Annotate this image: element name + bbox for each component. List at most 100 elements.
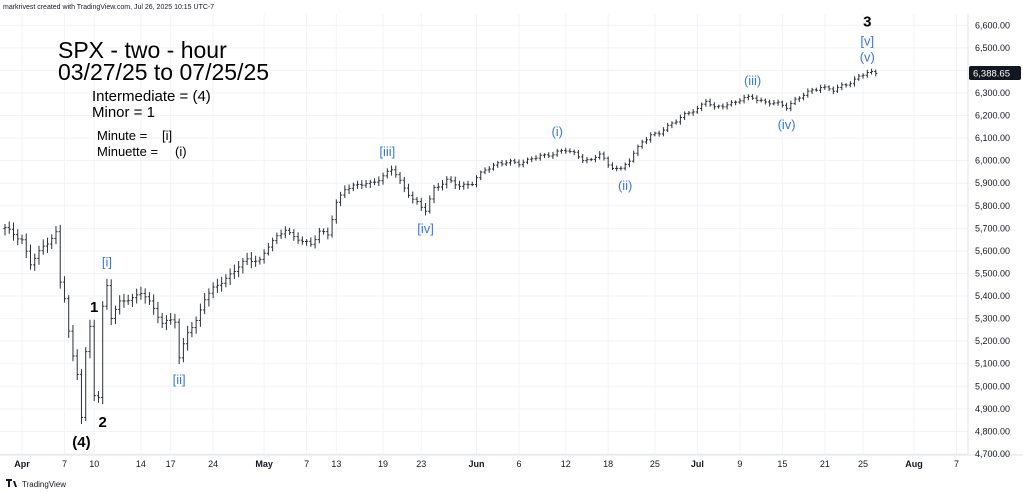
ohlc-bar bbox=[105, 278, 109, 310]
ohlc-bar bbox=[190, 322, 194, 338]
legend-minute-symbol: [i] bbox=[162, 128, 172, 143]
ohlc-bar bbox=[649, 132, 653, 143]
ohlc-bar bbox=[751, 94, 755, 100]
ohlc-bar bbox=[530, 156, 534, 163]
ohlc-bar bbox=[585, 157, 589, 164]
wave-label: [iii] bbox=[379, 144, 395, 159]
ohlc-bar bbox=[92, 319, 96, 402]
wave-label: [ii] bbox=[173, 372, 186, 387]
ohlc-bar bbox=[479, 170, 483, 181]
tradingview-logo-icon bbox=[6, 479, 17, 487]
ohlc-bar bbox=[653, 131, 657, 137]
ohlc-bar bbox=[50, 234, 54, 250]
ohlc-bar bbox=[496, 160, 500, 168]
ohlc-bar bbox=[79, 369, 84, 425]
ohlc-bar bbox=[776, 99, 780, 106]
ohlc-bar bbox=[428, 195, 432, 214]
ohlc-bar bbox=[194, 316, 198, 334]
price-tick-label: 4,800.00 bbox=[975, 426, 1010, 436]
ohlc-bar bbox=[449, 176, 453, 184]
time-tick-label: 25 bbox=[650, 459, 660, 469]
ohlc-bar bbox=[598, 151, 602, 160]
ohlc-bar bbox=[71, 325, 75, 362]
price-tick-label: 5,500.00 bbox=[975, 268, 1010, 278]
ohlc-bar bbox=[368, 179, 372, 188]
ohlc-bar bbox=[398, 171, 402, 184]
time-tick-label: 12 bbox=[561, 459, 571, 469]
ohlc-bar bbox=[763, 98, 767, 105]
time-tick-label: 21 bbox=[820, 459, 830, 469]
ohlc-bar bbox=[58, 224, 62, 289]
ohlc-bar bbox=[835, 84, 840, 93]
ohlc-bar bbox=[576, 150, 581, 159]
ohlc-bar bbox=[517, 159, 521, 168]
ohlc-bar bbox=[551, 151, 555, 159]
ohlc-bar bbox=[164, 315, 169, 331]
ohlc-bar bbox=[296, 232, 300, 244]
time-tick-label: May bbox=[255, 459, 273, 469]
ohlc-bar bbox=[419, 197, 423, 211]
ohlc-bar bbox=[122, 294, 126, 308]
time-tick-label: Jun bbox=[468, 459, 484, 469]
ohlc-bar bbox=[254, 255, 258, 267]
legend-minute-label: Minute = bbox=[97, 128, 147, 143]
time-tick-label: 19 bbox=[378, 459, 388, 469]
ohlc-bar bbox=[857, 73, 861, 81]
time-tick-label: 7 bbox=[62, 459, 67, 469]
tradingview-logo[interactable]: TradingView bbox=[6, 479, 66, 489]
price-axis: 6,600.006,500.006,400.006,300.006,200.00… bbox=[975, 20, 1010, 459]
time-tick-label: 25 bbox=[858, 459, 868, 469]
ohlc-bar bbox=[568, 148, 572, 154]
ohlc-bar bbox=[712, 102, 716, 110]
ohlc-bar bbox=[220, 276, 224, 292]
ohlc-bar bbox=[334, 199, 338, 224]
ohlc-bar bbox=[402, 176, 406, 193]
time-tick-label: 17 bbox=[166, 459, 176, 469]
time-tick-label: 13 bbox=[331, 459, 341, 469]
ohlc-bar bbox=[627, 158, 632, 168]
ohlc-bar bbox=[670, 121, 674, 129]
ohlc-bar bbox=[564, 147, 568, 154]
price-tick-label: 5,700.00 bbox=[975, 223, 1010, 233]
ohlc-bar bbox=[355, 180, 360, 189]
ohlc-bar bbox=[738, 98, 742, 105]
last-price-bg bbox=[969, 66, 1021, 80]
ohlc-bar bbox=[861, 73, 865, 79]
ohlc-bar bbox=[130, 293, 135, 307]
wave-label: [i] bbox=[102, 255, 112, 270]
price-tick-label: 5,900.00 bbox=[975, 178, 1010, 188]
ohlc-bar bbox=[768, 99, 772, 107]
ohlc-bar bbox=[547, 152, 551, 158]
wave-label: (iv) bbox=[778, 117, 796, 132]
ohlc-bar bbox=[632, 150, 636, 163]
ohlc-bar bbox=[466, 180, 470, 189]
ohlc-bar bbox=[88, 319, 92, 359]
ohlc-bar bbox=[869, 68, 874, 75]
ohlc-bar bbox=[283, 226, 287, 239]
ohlc-bar bbox=[304, 238, 309, 246]
chart-title-line-2: 03/27/25 to 07/25/25 bbox=[58, 59, 269, 85]
ohlc-bar bbox=[521, 159, 525, 168]
ohlc-bar bbox=[258, 256, 262, 265]
ohlc-bar bbox=[695, 105, 699, 114]
ohlc-bar bbox=[725, 101, 729, 110]
ohlc-bar bbox=[827, 85, 831, 92]
price-tick-label: 5,000.00 bbox=[975, 381, 1010, 391]
ohlc-bar bbox=[241, 257, 245, 274]
ohlc-bar bbox=[780, 100, 784, 108]
ohlc-bar bbox=[644, 136, 649, 145]
ohlc-bar bbox=[865, 69, 869, 78]
time-tick-label: 9 bbox=[737, 459, 742, 469]
ohlc-bar bbox=[135, 288, 139, 304]
time-tick-label: 6 bbox=[516, 459, 521, 469]
ohlc-bar bbox=[789, 100, 793, 112]
ohlc-bar bbox=[542, 153, 547, 158]
ohlc-bar bbox=[717, 104, 721, 109]
ohlc-bar bbox=[309, 237, 313, 247]
ohlc-bar bbox=[852, 76, 857, 87]
ohlc-bar bbox=[126, 294, 130, 305]
ohlc-bar bbox=[321, 228, 326, 235]
ohlc-bar bbox=[814, 87, 818, 92]
legend-minuette-label: Minuette = bbox=[97, 144, 158, 159]
